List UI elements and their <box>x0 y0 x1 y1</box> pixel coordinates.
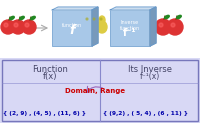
Text: f: f <box>69 24 75 37</box>
Ellipse shape <box>97 21 107 33</box>
Bar <box>52 10 92 46</box>
Polygon shape <box>150 7 156 46</box>
Text: function: function <box>62 23 82 28</box>
Circle shape <box>167 19 183 35</box>
Bar <box>0 58 200 123</box>
Ellipse shape <box>165 15 169 19</box>
Polygon shape <box>52 7 98 10</box>
Ellipse shape <box>83 21 93 33</box>
Circle shape <box>159 23 163 27</box>
Ellipse shape <box>90 21 100 33</box>
Ellipse shape <box>92 16 98 24</box>
Ellipse shape <box>100 18 102 20</box>
Bar <box>110 10 150 46</box>
Circle shape <box>11 20 25 34</box>
Text: Inverse: Inverse <box>121 20 139 25</box>
Circle shape <box>22 20 36 34</box>
Ellipse shape <box>10 16 14 20</box>
Circle shape <box>14 23 18 27</box>
Text: { (9,2) , ( 5, 4) , (6 , 11) }: { (9,2) , ( 5, 4) , (6 , 11) } <box>103 110 188 115</box>
Circle shape <box>155 19 171 35</box>
Polygon shape <box>92 7 98 46</box>
Ellipse shape <box>85 16 91 24</box>
Polygon shape <box>110 7 156 10</box>
Text: { (2, 9) , (4, 5) , (11, 6) }: { (2, 9) , (4, 5) , (11, 6) } <box>3 110 86 115</box>
Bar <box>0 0 200 58</box>
Ellipse shape <box>93 18 95 20</box>
Ellipse shape <box>86 18 88 20</box>
Text: f⁻¹: f⁻¹ <box>123 29 137 38</box>
Text: Domain, Range: Domain, Range <box>65 88 125 94</box>
Circle shape <box>4 23 8 27</box>
Text: function: function <box>120 25 140 31</box>
Circle shape <box>25 23 29 27</box>
Circle shape <box>1 20 15 34</box>
Text: Function: Function <box>32 66 68 75</box>
Circle shape <box>171 23 175 27</box>
Text: f(x): f(x) <box>43 72 57 82</box>
FancyBboxPatch shape <box>2 60 198 121</box>
Ellipse shape <box>20 16 24 20</box>
Ellipse shape <box>177 15 181 19</box>
Ellipse shape <box>31 16 35 20</box>
Text: Its Inverse: Its Inverse <box>128 66 172 75</box>
Ellipse shape <box>99 16 105 24</box>
Text: f⁻¹(x): f⁻¹(x) <box>140 72 160 82</box>
